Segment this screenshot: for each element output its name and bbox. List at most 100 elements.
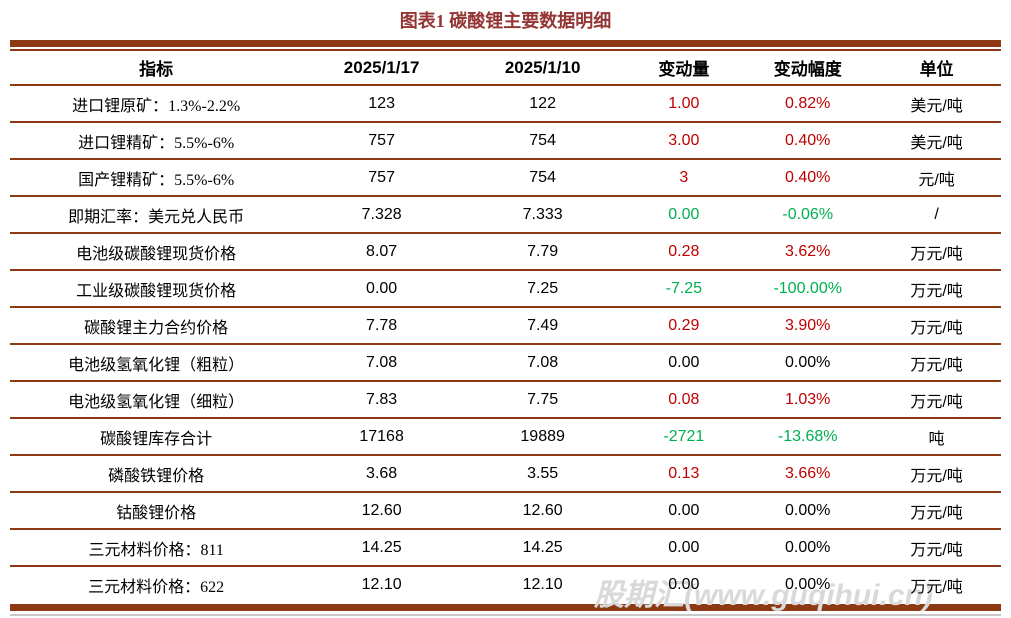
change-pct-cell: 0.40% bbox=[743, 122, 873, 160]
table-row: 三元材料价格：811 14.25 14.25 0.00 0.00% 万元/吨 bbox=[10, 529, 1001, 567]
value-previous-cell: 7.08 bbox=[460, 344, 625, 382]
change-cell: 3 bbox=[624, 159, 744, 197]
value-current-cell: 7.83 bbox=[302, 381, 461, 419]
unit-cell: 万元/吨 bbox=[872, 270, 1001, 308]
indicator-cell: 电池级碳酸锂现货价格 bbox=[10, 233, 303, 271]
value-previous-cell: 754 bbox=[460, 122, 625, 160]
change-cell: 0.00 bbox=[668, 575, 700, 593]
table-body: 进口锂原矿：1.3%-2.2% 123 122 1.00 0.82% 美元/吨 进口锂精矿：… bbox=[10, 85, 1001, 602]
change-cell: 0.29 bbox=[624, 307, 744, 345]
value-previous-cell: 122 bbox=[460, 85, 625, 123]
table-row: 三元材料价格：622 12.10 12.10 0.00 0.00% 万元/吨 bbox=[10, 566, 1001, 602]
indicator-cell: 国产锂精矿：5.5%-6% bbox=[10, 159, 303, 197]
change-pct-cell: 3.90% bbox=[743, 307, 873, 345]
value-current-cell: 757 bbox=[302, 159, 461, 197]
indicator-cell: 工业级碳酸锂现货价格 bbox=[10, 270, 303, 308]
value-previous-cell: 12.60 bbox=[460, 492, 625, 530]
change-pct-cell: -0.06% bbox=[743, 196, 873, 234]
value-previous-cell: 7.49 bbox=[460, 307, 625, 345]
change-pct-cell: 0.00% bbox=[743, 344, 873, 382]
bottom-thick-rule bbox=[10, 604, 1001, 611]
table-row: 钴酸锂价格 12.60 12.60 0.00 0.00% 万元/吨 bbox=[10, 492, 1001, 530]
value-previous-cell: 7.333 bbox=[460, 196, 625, 234]
indicator-cell: 三元材料价格：811 bbox=[10, 529, 303, 567]
value-current-cell: 0.00 bbox=[302, 270, 461, 308]
value-current-cell: 757 bbox=[302, 122, 461, 160]
watermark: 股期汇(www.guqihui.cn) bbox=[594, 579, 933, 612]
header-row: 指标 2025/1/17 2025/1/10 变动量 变动幅度 单位 bbox=[10, 51, 1001, 86]
change-pct-cell: 0.82% bbox=[743, 85, 873, 123]
table-row: 碳酸锂主力合约价格 7.78 7.49 0.29 3.90% 万元/吨 bbox=[10, 307, 1001, 345]
unit-cell: 万元/吨 bbox=[910, 578, 963, 596]
change-cell: 0.28 bbox=[624, 233, 744, 271]
value-current-cell: 14.25 bbox=[302, 529, 461, 567]
change-cell: 0.00 bbox=[624, 492, 744, 530]
data-table: 指标 2025/1/17 2025/1/10 变动量 变动幅度 单位 进口锂原矿：1.3%… bbox=[10, 51, 1001, 602]
value-previous-cell: 7.79 bbox=[460, 233, 625, 271]
top-thick-rule bbox=[10, 40, 1001, 47]
value-current-cell: 17168 bbox=[302, 418, 461, 456]
value-previous-cell: 754 bbox=[460, 159, 625, 197]
table-row: 即期汇率：美元兑人民币 7.328 7.333 0.00 -0.06% / bbox=[10, 196, 1001, 234]
unit-cell: 美元/吨 bbox=[872, 85, 1001, 123]
value-current-cell: 12.10 bbox=[361, 575, 402, 593]
unit-cell: 万元/吨 bbox=[872, 381, 1001, 419]
change-cell: -2721 bbox=[624, 418, 744, 456]
table-container: 指标 2025/1/17 2025/1/10 变动量 变动幅度 单位 进口锂原矿：1.3%… bbox=[0, 51, 1011, 602]
unit-cell: 万元/吨 bbox=[872, 455, 1001, 493]
change-cell: 0.13 bbox=[624, 455, 744, 493]
value-previous-cell: 12.10 bbox=[522, 575, 563, 593]
indicator-cell: 碳酸锂库存合计 bbox=[10, 418, 303, 456]
indicator-cell: 三元材料价格：622 bbox=[88, 578, 225, 596]
value-current-cell: 12.60 bbox=[302, 492, 461, 530]
table-row: 进口锂精矿：5.5%-6% 757 754 3.00 0.40% 美元/吨 bbox=[10, 122, 1001, 160]
change-pct-cell: 0.00% bbox=[785, 575, 831, 593]
indicator-cell: 磷酸铁锂价格 bbox=[10, 455, 303, 493]
top-border bbox=[10, 40, 1001, 51]
indicator-cell: 电池级氢氧化锂（细粒） bbox=[10, 381, 303, 419]
change-cell: 0.00 bbox=[624, 529, 744, 567]
change-cell: 1.00 bbox=[624, 85, 744, 123]
value-current-cell: 123 bbox=[302, 85, 461, 123]
value-previous-cell: 19889 bbox=[460, 418, 625, 456]
change-pct-cell: 0.00% bbox=[743, 529, 873, 567]
unit-cell: 万元/吨 bbox=[872, 529, 1001, 567]
indicator-cell: 电池级氢氧化锂（粗粒） bbox=[10, 344, 303, 382]
unit-cell: 美元/吨 bbox=[872, 122, 1001, 160]
change-cell: 0.00 bbox=[624, 196, 744, 234]
value-current-cell: 3.68 bbox=[302, 455, 461, 493]
change-pct-cell: -100.00% bbox=[743, 270, 873, 308]
unit-cell: 万元/吨 bbox=[872, 233, 1001, 271]
column-header: 2025/1/17 bbox=[302, 51, 461, 86]
value-current-cell: 7.328 bbox=[302, 196, 461, 234]
value-previous-cell: 3.55 bbox=[460, 455, 625, 493]
value-current-cell: 7.08 bbox=[302, 344, 461, 382]
unit-cell: 万元/吨 bbox=[872, 307, 1001, 345]
column-header: 2025/1/10 bbox=[460, 51, 625, 86]
value-current-cell: 7.78 bbox=[302, 307, 461, 345]
unit-cell: 万元/吨 bbox=[872, 492, 1001, 530]
value-previous-cell: 7.25 bbox=[460, 270, 625, 308]
table-row: 进口锂原矿：1.3%-2.2% 123 122 1.00 0.82% 美元/吨 bbox=[10, 85, 1001, 123]
unit-cell: / bbox=[872, 196, 1001, 234]
table-row: 工业级碳酸锂现货价格 0.00 7.25 -7.25 -100.00% 万元/吨 bbox=[10, 270, 1001, 308]
value-current-cell: 8.07 bbox=[302, 233, 461, 271]
table-row: 碳酸锂库存合计 17168 19889 -2721 -13.68% 吨 bbox=[10, 418, 1001, 456]
table-title: 图表1 碳酸锂主要数据明细 bbox=[399, 11, 612, 31]
change-pct-cell: -13.68% bbox=[743, 418, 873, 456]
indicator-cell: 碳酸锂主力合约价格 bbox=[10, 307, 303, 345]
indicator-cell: 即期汇率：美元兑人民币 bbox=[10, 196, 303, 234]
table-row: 电池级氢氧化锂（细粒） 7.83 7.75 0.08 1.03% 万元/吨 bbox=[10, 381, 1001, 419]
value-previous-cell: 7.75 bbox=[460, 381, 625, 419]
change-pct-cell: 1.03% bbox=[743, 381, 873, 419]
change-pct-cell: 0.40% bbox=[743, 159, 873, 197]
table-row: 磷酸铁锂价格 3.68 3.55 0.13 3.66% 万元/吨 bbox=[10, 455, 1001, 493]
bottom-edge-line bbox=[10, 614, 1001, 616]
indicator-cell: 钴酸锂价格 bbox=[10, 492, 303, 530]
column-header: 变动量 bbox=[624, 51, 744, 86]
indicator-cell: 进口锂原矿：1.3%-2.2% bbox=[10, 85, 303, 123]
indicator-cell: 进口锂精矿：5.5%-6% bbox=[10, 122, 303, 160]
unit-cell: 元/吨 bbox=[872, 159, 1001, 197]
change-pct-cell: 0.00% bbox=[743, 492, 873, 530]
